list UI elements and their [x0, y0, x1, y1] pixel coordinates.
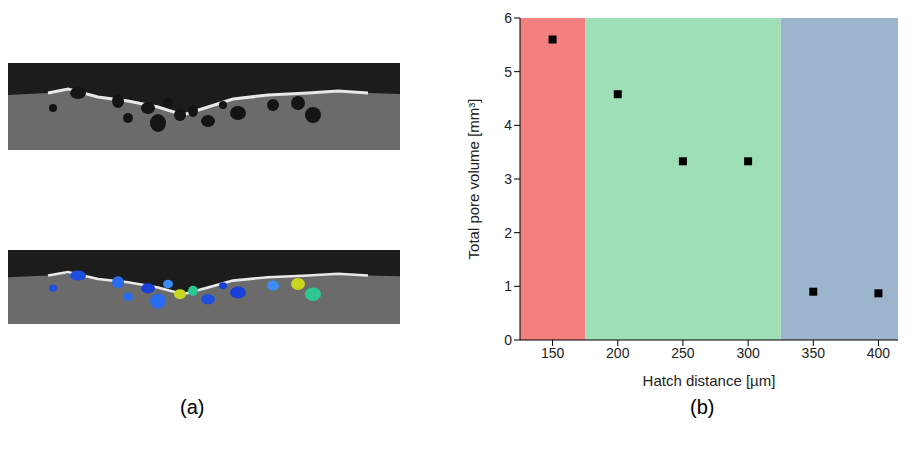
svg-text:300: 300: [736, 345, 760, 361]
svg-text:Total pore volume [mm³]: Total pore volume [mm³]: [465, 99, 482, 260]
html-text:(a): (a): [180, 396, 205, 418]
svg-text:0: 0: [504, 332, 512, 348]
svg-text:350: 350: [802, 345, 826, 361]
svg-text:2: 2: [504, 225, 512, 241]
svg-text:4: 4: [504, 117, 512, 133]
svg-text:6: 6: [504, 10, 512, 26]
svg-text:200: 200: [606, 345, 630, 361]
svg-text:400: 400: [867, 345, 891, 361]
svg-text:5: 5: [504, 64, 512, 80]
svg-text:3: 3: [504, 171, 512, 187]
svg-text:1: 1: [504, 278, 512, 294]
html-text:(b): (b): [690, 396, 715, 418]
svg-text:150: 150: [541, 345, 565, 361]
svg-text:Hatch distance [µm]: Hatch distance [µm]: [643, 372, 776, 389]
svg-text:250: 250: [671, 345, 695, 361]
